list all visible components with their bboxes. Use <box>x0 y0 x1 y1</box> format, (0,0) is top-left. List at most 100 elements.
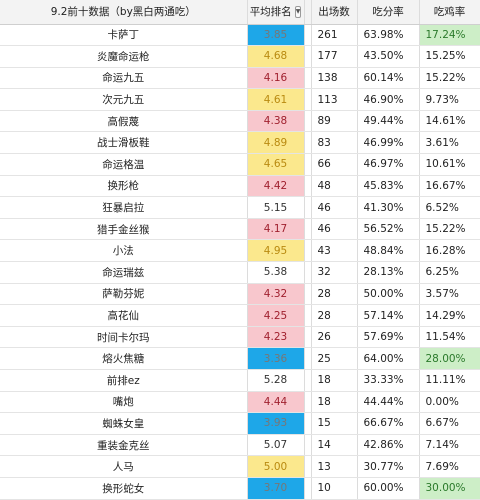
cell-eat-rate[interactable]: 17.24% <box>419 24 480 47</box>
cell-comp-name[interactable]: 小法 <box>0 239 248 263</box>
cell-gap[interactable] <box>304 131 312 155</box>
cell-appearances[interactable]: 25 <box>311 347 358 370</box>
cell-appearances[interactable]: 10 <box>311 477 358 500</box>
cell-gap[interactable] <box>304 326 312 349</box>
cell-gap[interactable] <box>304 455 312 478</box>
cell-eat-rate[interactable]: 7.69% <box>419 455 480 478</box>
cell-gap[interactable] <box>304 434 312 457</box>
cell-avg-rank[interactable]: 4.38 <box>247 110 305 133</box>
cell-gap[interactable] <box>304 347 312 370</box>
cell-win-rate[interactable]: 30.77% <box>357 455 420 478</box>
cell-comp-name[interactable]: 次元九五 <box>0 88 248 111</box>
cell-avg-rank[interactable]: 3.70 <box>247 477 305 500</box>
cell-gap[interactable] <box>304 196 312 219</box>
cell-gap[interactable] <box>304 304 312 327</box>
cell-comp-name[interactable]: 命运九五 <box>0 67 248 90</box>
cell-comp-name[interactable]: 萨勒芬妮 <box>0 283 248 306</box>
cell-avg-rank[interactable]: 5.00 <box>247 455 305 478</box>
cell-eat-rate[interactable]: 7.14% <box>419 434 480 457</box>
cell-appearances[interactable]: 28 <box>311 283 358 306</box>
cell-comp-name[interactable]: 时间卡尔玛 <box>0 326 248 349</box>
cell-appearances[interactable]: 26 <box>311 326 358 349</box>
cell-avg-rank[interactable]: 3.93 <box>247 412 305 435</box>
cell-win-rate[interactable]: 57.14% <box>357 304 420 327</box>
cell-avg-rank[interactable]: 3.36 <box>247 347 305 370</box>
cell-gap[interactable] <box>304 67 312 90</box>
cell-eat-rate[interactable]: 30.00% <box>419 477 480 500</box>
cell-win-rate[interactable]: 44.44% <box>357 391 420 414</box>
cell-eat-rate[interactable]: 0.00% <box>419 391 480 414</box>
cell-gap[interactable] <box>304 412 312 435</box>
cell-eat-rate[interactable]: 16.28% <box>419 239 480 263</box>
cell-eat-rate[interactable]: 6.52% <box>419 196 480 219</box>
cell-avg-rank[interactable]: 4.65 <box>247 153 305 176</box>
cell-avg-rank[interactable]: 4.17 <box>247 218 305 241</box>
cell-eat-rate[interactable]: 16.67% <box>419 175 480 198</box>
cell-eat-rate[interactable]: 14.61% <box>419 110 480 133</box>
cell-appearances[interactable]: 138 <box>311 67 358 90</box>
cell-eat-rate[interactable]: 15.22% <box>419 67 480 90</box>
cell-eat-rate[interactable]: 10.61% <box>419 153 480 176</box>
cell-win-rate[interactable]: 46.90% <box>357 88 420 111</box>
cell-gap[interactable] <box>304 110 312 133</box>
cell-appearances[interactable]: 15 <box>311 412 358 435</box>
cell-gap[interactable] <box>304 239 312 263</box>
cell-comp-name[interactable]: 重装金克丝 <box>0 434 248 457</box>
cell-avg-rank[interactable]: 4.44 <box>247 391 305 414</box>
cell-avg-rank[interactable]: 4.25 <box>247 304 305 327</box>
cell-comp-name[interactable]: 炎魔命运枪 <box>0 45 248 68</box>
cell-appearances[interactable]: 177 <box>311 45 358 68</box>
cell-comp-name[interactable]: 战士滑板鞋 <box>0 131 248 155</box>
cell-gap[interactable] <box>304 261 312 284</box>
cell-avg-rank[interactable]: 4.23 <box>247 326 305 349</box>
cell-gap[interactable] <box>304 45 312 68</box>
cell-eat-rate[interactable]: 11.11% <box>419 369 480 392</box>
cell-avg-rank[interactable]: 5.28 <box>247 369 305 392</box>
cell-appearances[interactable]: 48 <box>311 175 358 198</box>
cell-win-rate[interactable]: 63.98% <box>357 24 420 47</box>
cell-eat-rate[interactable]: 28.00% <box>419 347 480 370</box>
cell-eat-rate[interactable]: 6.67% <box>419 412 480 435</box>
cell-eat-rate[interactable]: 15.25% <box>419 45 480 68</box>
cell-comp-name[interactable]: 换形枪 <box>0 175 248 198</box>
cell-win-rate[interactable]: 60.00% <box>357 477 420 500</box>
cell-comp-name[interactable]: 熔火焦糖 <box>0 347 248 370</box>
cell-win-rate[interactable]: 46.97% <box>357 153 420 176</box>
cell-gap[interactable] <box>304 391 312 414</box>
cell-win-rate[interactable]: 56.52% <box>357 218 420 241</box>
cell-appearances[interactable]: 66 <box>311 153 358 176</box>
cell-avg-rank[interactable]: 4.95 <box>247 239 305 263</box>
cell-comp-name[interactable]: 蜘蛛女皇 <box>0 412 248 435</box>
cell-win-rate[interactable]: 66.67% <box>357 412 420 435</box>
cell-win-rate[interactable]: 41.30% <box>357 196 420 219</box>
header-rank[interactable]: 平均排名 ▼ <box>247 0 305 25</box>
cell-eat-rate[interactable]: 14.29% <box>419 304 480 327</box>
cell-win-rate[interactable]: 48.84% <box>357 239 420 263</box>
cell-comp-name[interactable]: 前排ez <box>0 369 248 392</box>
cell-win-rate[interactable]: 60.14% <box>357 67 420 90</box>
cell-appearances[interactable]: 32 <box>311 261 358 284</box>
cell-win-rate[interactable]: 43.50% <box>357 45 420 68</box>
cell-win-rate[interactable]: 45.83% <box>357 175 420 198</box>
cell-win-rate[interactable]: 49.44% <box>357 110 420 133</box>
cell-gap[interactable] <box>304 369 312 392</box>
cell-appearances[interactable]: 113 <box>311 88 358 111</box>
cell-win-rate[interactable]: 64.00% <box>357 347 420 370</box>
cell-win-rate[interactable]: 57.69% <box>357 326 420 349</box>
cell-eat-rate[interactable]: 11.54% <box>419 326 480 349</box>
cell-appearances[interactable]: 83 <box>311 131 358 155</box>
cell-appearances[interactable]: 28 <box>311 304 358 327</box>
cell-eat-rate[interactable]: 6.25% <box>419 261 480 284</box>
cell-avg-rank[interactable]: 5.15 <box>247 196 305 219</box>
cell-avg-rank[interactable]: 3.85 <box>247 24 305 47</box>
cell-win-rate[interactable]: 42.86% <box>357 434 420 457</box>
cell-appearances[interactable]: 18 <box>311 369 358 392</box>
cell-win-rate[interactable]: 46.99% <box>357 131 420 155</box>
cell-appearances[interactable]: 14 <box>311 434 358 457</box>
cell-comp-name[interactable]: 狂暴启拉 <box>0 196 248 219</box>
cell-gap[interactable] <box>304 283 312 306</box>
cell-eat-rate[interactable]: 3.57% <box>419 283 480 306</box>
cell-avg-rank[interactable]: 4.16 <box>247 67 305 90</box>
cell-gap[interactable] <box>304 24 312 47</box>
cell-avg-rank[interactable]: 4.32 <box>247 283 305 306</box>
